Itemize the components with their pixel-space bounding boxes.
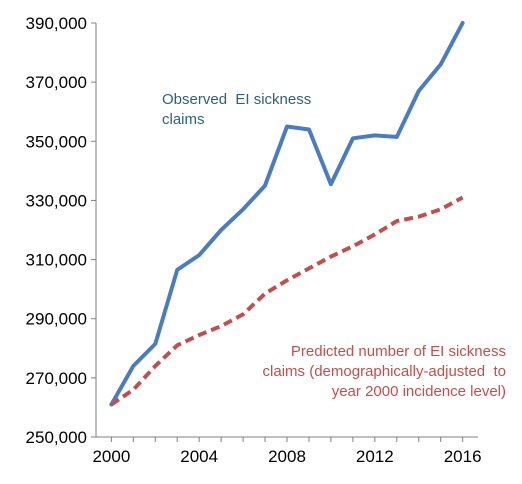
observed-data-point [439, 63, 442, 66]
observed-claims-line [109, 21, 465, 407]
predicted-data-point [176, 344, 179, 347]
predicted-data-point [198, 333, 201, 336]
observed-data-point [198, 254, 201, 257]
predicted-data-point [395, 220, 398, 223]
observed-series-annotation: Observed EI sickness claims [162, 91, 311, 128]
x-tick-label: 2016 [444, 447, 482, 466]
observed-data-point [329, 183, 332, 186]
observed-data-point [417, 90, 420, 93]
annotation-line: claims [162, 111, 205, 128]
y-tick-label: 250,000 [26, 428, 87, 447]
predicted-data-point [329, 255, 332, 258]
predicted-data-point [242, 313, 245, 316]
y-tick-label: 270,000 [26, 369, 87, 388]
predicted-data-point [264, 292, 267, 295]
annotation-line: claims (demographically-adjusted to [263, 363, 506, 380]
predicted-data-point [439, 208, 442, 211]
y-axis-ticks: 250,000 270,000 290,000 310,000 330,000 350,0… [26, 14, 96, 447]
y-tick-label: 310,000 [26, 251, 87, 270]
predicted-data-point [110, 403, 113, 406]
predicted-data-point [373, 233, 376, 236]
observed-data-point [373, 134, 376, 137]
y-tick-label: 370,000 [26, 73, 87, 92]
annotation-line: Observed EI sickness [162, 91, 311, 108]
y-tick-label: 330,000 [26, 191, 87, 210]
x-tick-label: 2000 [92, 447, 130, 466]
x-tick-label: 2008 [268, 447, 306, 466]
observed-data-point [154, 342, 157, 345]
observed-data-point [286, 125, 289, 128]
observed-data-point [351, 137, 354, 140]
y-tick-label: 350,000 [26, 132, 87, 151]
predicted-series-annotation: Predicted number of EI sickness claims (d… [263, 343, 506, 400]
observed-data-point [395, 135, 398, 138]
annotation-line: year 2000 incidence level) [332, 383, 506, 400]
x-tick-label: 2012 [356, 447, 394, 466]
predicted-data-point [154, 365, 157, 368]
x-axis-ticks: 2000 2004 2008 2012 2016 [92, 437, 482, 466]
observed-data-point [264, 184, 267, 187]
predicted-claims-line [110, 195, 464, 407]
predicted-data-point [132, 388, 135, 391]
observed-data-point [242, 208, 245, 211]
annotations-group: Observed EI sickness claims Predicted num… [162, 91, 506, 400]
predicted-data-point [286, 279, 289, 282]
observed-data-point [461, 22, 464, 25]
y-tick-label: 290,000 [26, 310, 87, 329]
x-tick-label: 2004 [180, 447, 218, 466]
predicted-data-point [220, 325, 223, 328]
observed-data-point [132, 365, 135, 368]
series-group [109, 21, 465, 407]
y-tick-label: 390,000 [26, 14, 87, 33]
predicted-data-point [417, 215, 420, 218]
annotation-line: Predicted number of EI sickness [291, 343, 506, 360]
observed-data-point [176, 268, 179, 271]
predicted-data-point [351, 245, 354, 248]
predicted-data-point [307, 267, 310, 270]
predicted-data-point [461, 196, 464, 199]
observed-data-point [220, 229, 223, 232]
observed-data-point [307, 128, 310, 131]
